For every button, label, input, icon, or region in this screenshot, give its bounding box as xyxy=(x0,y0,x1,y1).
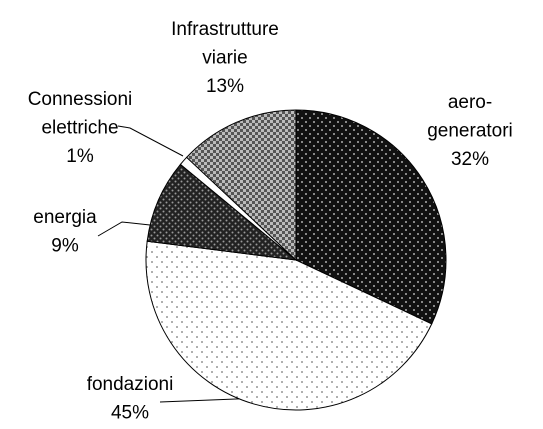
slice-label: energia xyxy=(33,207,97,228)
leader-line xyxy=(97,221,151,237)
slice-value-label: 9% xyxy=(51,236,79,257)
slice-value-label: 1% xyxy=(66,146,94,167)
pie-slice xyxy=(295,109,447,325)
slice-value-label: 13% xyxy=(206,76,244,97)
slice-value-label: 45% xyxy=(111,403,149,424)
leader-line xyxy=(117,125,184,157)
pie-slice xyxy=(146,163,298,261)
slice-label: Infrastrutture viarie xyxy=(171,19,279,69)
pie-slice xyxy=(145,240,433,411)
slice-value-label: 32% xyxy=(451,149,489,170)
slice-label: Connessioni elettriche xyxy=(28,89,133,139)
slice-label: fondazioni xyxy=(87,374,174,395)
slices xyxy=(145,109,447,411)
pie-slice xyxy=(185,109,297,262)
slice-label: aero-generatori xyxy=(427,92,513,142)
